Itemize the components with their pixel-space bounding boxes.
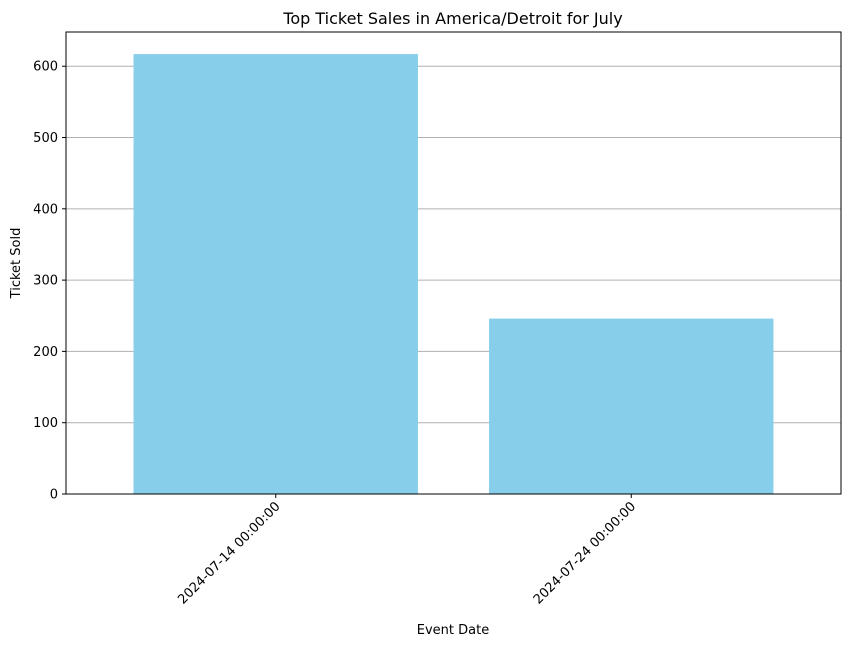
y-axis-ticks: 0 100 200 300 400 500 600: [33, 60, 66, 503]
bar: [133, 54, 418, 494]
y-tick-label: 200: [33, 345, 58, 360]
y-tick-label: 100: [33, 416, 58, 431]
y-tick-label: 300: [33, 274, 58, 289]
chart-title: Top Ticket Sales in America/Detroit for …: [282, 9, 622, 28]
y-tick-label: 600: [33, 60, 58, 75]
bar: [489, 318, 774, 494]
y-tick-label: 400: [33, 202, 58, 217]
x-axis-label: Event Date: [417, 623, 489, 638]
y-tick-label: 0: [50, 488, 58, 503]
y-tick-label: 500: [33, 131, 58, 146]
bars: [133, 54, 774, 494]
plot-frame: [65, 31, 842, 495]
y-axis-label: Ticket Sold: [9, 228, 24, 300]
